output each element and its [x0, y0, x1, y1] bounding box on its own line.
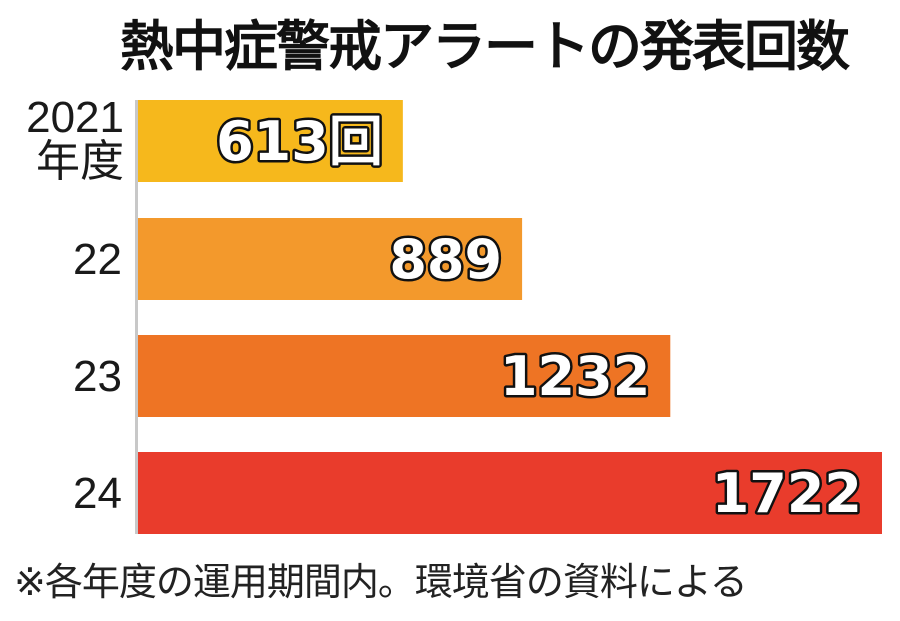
- bar-value-label-0: 613回: [216, 110, 383, 173]
- chart-title: 熱中症警戒アラートの発表回数: [120, 15, 850, 78]
- category-label-0: 2021 年度: [26, 93, 124, 186]
- source-note: ※各年度の運用期間内。環境省の資料による: [14, 560, 748, 604]
- bar-2: [138, 335, 671, 417]
- category-label-1: 22: [73, 235, 122, 284]
- bar-1: [138, 218, 523, 300]
- bar-3: [138, 452, 882, 534]
- category-label-3: 24: [73, 469, 122, 518]
- bar-value-label-1: 889: [389, 228, 502, 291]
- category-label-2: 23: [73, 352, 122, 401]
- bar-0: [138, 100, 403, 182]
- bar-value-label-2: 1232: [500, 345, 650, 408]
- bar-value-label-3: 1722: [712, 462, 862, 525]
